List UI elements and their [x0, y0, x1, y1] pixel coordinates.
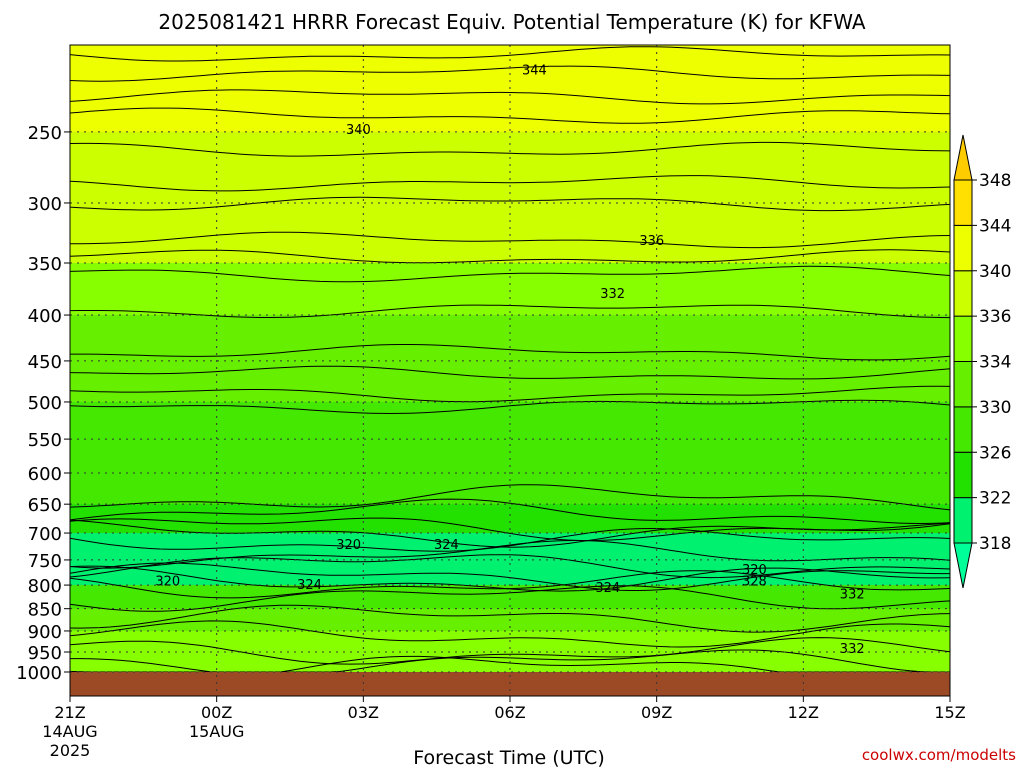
x-tick-sublabel: 15AUG	[189, 722, 244, 741]
colorbar-label: 322	[979, 489, 1011, 509]
y-tick-label: 550	[28, 430, 62, 451]
x-tick-label: 21Z	[54, 703, 85, 722]
contour-label: 332	[840, 588, 865, 603]
x-tick-label: 15Z	[934, 703, 965, 722]
contour-line	[69, 385, 951, 403]
y-tick-label: 650	[28, 495, 62, 516]
y-tick-label: 250	[28, 123, 62, 144]
colorbar-swatch	[953, 361, 973, 408]
colorbar-arrow-top	[953, 134, 973, 181]
y-tick-label: 950	[28, 643, 62, 664]
contour-line	[69, 175, 951, 192]
contour-label: 324	[434, 538, 459, 553]
colorbar-label: 326	[979, 443, 1011, 463]
colorbar-swatch	[953, 224, 973, 272]
y-tick-label: 800	[28, 576, 62, 597]
colorbar-swatch	[953, 179, 973, 226]
colorbar-swatch	[953, 451, 973, 499]
y-tick-label: 850	[28, 600, 62, 621]
colorbar-label: 318	[979, 534, 1011, 554]
contour-line	[69, 498, 951, 525]
x-tick-label: 00Z	[201, 703, 232, 722]
x-tick-label: 03Z	[348, 703, 379, 722]
y-tick-label: 450	[28, 352, 62, 373]
contour-line	[69, 604, 951, 633]
theta-e-band	[70, 401, 950, 440]
contour-line	[69, 89, 951, 105]
theta-e-band	[70, 202, 950, 264]
colorbar-label: 348	[979, 171, 1011, 191]
colorbar-label: 340	[979, 262, 1011, 282]
contour-label: 320	[155, 575, 180, 590]
contour-label: 324	[297, 578, 322, 593]
contour-label: 332	[600, 287, 625, 302]
theta-e-band	[70, 263, 950, 316]
y-tick-label: 750	[28, 551, 62, 572]
contour-label: 324	[595, 581, 620, 596]
contour-line	[69, 107, 951, 124]
x-tick-label: 12Z	[788, 703, 819, 722]
y-tick-label: 400	[28, 306, 62, 327]
colorbar-arrow-bottom	[953, 542, 973, 589]
contour-label: 328	[742, 575, 767, 590]
x-tick-sublabel: 14AUG	[42, 722, 97, 741]
contour-label: 320	[742, 563, 767, 578]
chart-title: 2025081421 HRRR Forecast Equiv. Potentia…	[158, 10, 865, 34]
contour-line	[69, 399, 951, 415]
colorbar-swatch	[953, 315, 973, 362]
y-tick-label: 700	[28, 524, 62, 545]
contour-label: 336	[639, 234, 664, 249]
y-tick-label: 900	[28, 622, 62, 643]
colorbar-legend: 318 322 326 330 334 336 340 344 348	[953, 134, 1011, 589]
contour-line	[69, 527, 951, 552]
contour-label: 320	[336, 538, 361, 553]
contour-line	[69, 570, 951, 599]
contour-label: 344	[522, 64, 547, 79]
y-tick-label: 600	[28, 464, 62, 485]
contour-line	[69, 265, 951, 283]
contour-label: 332	[840, 642, 865, 657]
y-axis: 2503003504004505005506006507007508008509…	[16, 123, 70, 684]
x-tick-sublabel: 2025	[50, 741, 91, 760]
contour-line	[69, 249, 951, 264]
x-axis-label: Forecast Time (UTC)	[413, 747, 604, 768]
y-tick-label: 300	[28, 194, 62, 215]
colorbar-swatch	[953, 270, 973, 317]
colorbar-label: 344	[979, 216, 1011, 236]
y-tick-label: 350	[28, 254, 62, 275]
colorbar-label: 334	[979, 353, 1011, 373]
y-tick-label: 500	[28, 393, 62, 414]
colorbar-swatch	[953, 497, 973, 544]
x-tick-label: 09Z	[641, 703, 672, 722]
contour-line	[69, 365, 951, 380]
theta-e-band	[70, 472, 950, 505]
colorbar-label: 330	[979, 398, 1011, 418]
watermark-link[interactable]: coolwx.com/modelts	[862, 746, 1016, 764]
colorbar-swatch	[953, 406, 973, 453]
colorbar-label: 336	[979, 307, 1011, 327]
contour-line	[70, 344, 951, 361]
y-tick-label: 1000	[16, 663, 62, 684]
contour-line	[69, 484, 951, 511]
contour-label: 340	[346, 123, 371, 138]
x-tick-label: 06Z	[494, 703, 525, 722]
contour-line	[69, 540, 951, 569]
